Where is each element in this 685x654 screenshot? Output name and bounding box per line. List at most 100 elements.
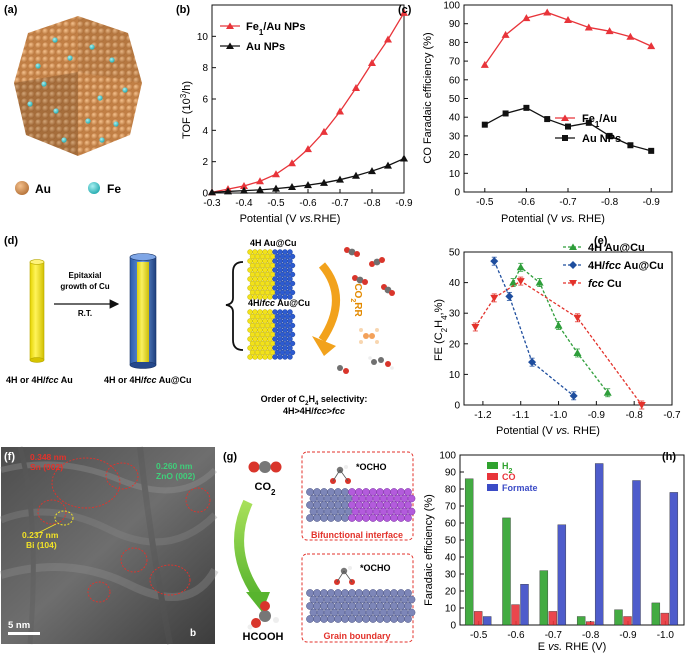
tem-image — [1, 447, 215, 644]
chart-c-ytick-label: 20 — [449, 150, 461, 161]
chart-h-bar — [660, 612, 670, 626]
lattice-atom — [277, 318, 283, 324]
lattice-atom — [289, 313, 296, 320]
panel-c: (c) -0.5 -0.6 -0.7 -0.8 -0.9 0 10 20 30 40 50 60 70 8… — [398, 1, 673, 225]
chart-h-ytick-label: 40 — [445, 553, 457, 564]
slab-atom — [369, 602, 377, 610]
lattice-atom — [247, 267, 253, 273]
slab-atom — [369, 589, 377, 597]
panel-b: (b) -0.3 -0.4 -0.5 -0.6 -0.7 -0.8 -0.90246810 … — [176, 4, 413, 225]
chart-b-point — [304, 181, 312, 189]
chart-h-bar — [511, 604, 520, 626]
sn-regions — [37, 457, 211, 603]
lattice-atom — [249, 349, 256, 356]
lattice-atom — [284, 271, 291, 278]
lattice-atom — [252, 345, 258, 351]
chart-e-point — [509, 278, 518, 286]
lattice-atom — [267, 345, 273, 351]
lattice-atom — [247, 249, 253, 255]
lattice-atom — [274, 331, 281, 338]
slab-atom — [376, 488, 384, 496]
lattice-atom — [282, 345, 288, 351]
slab-atom — [334, 501, 342, 509]
lattice-atom — [259, 313, 266, 320]
slab-atom — [344, 595, 353, 604]
lattice-atom — [259, 322, 266, 329]
lattice-atom — [277, 354, 283, 360]
lattice-atom — [252, 309, 258, 315]
fe-legend-label: Fe — [107, 182, 121, 196]
slab-atom — [327, 514, 335, 522]
lattice-atom — [287, 327, 293, 333]
lattice-atom — [267, 318, 273, 324]
slab-atom — [386, 608, 395, 617]
slab-atom — [320, 589, 328, 597]
lattice-atom — [269, 331, 276, 338]
chart-c-ytick-label: 10 — [449, 169, 461, 180]
ann-sn-2: Sn (002) — [30, 462, 63, 472]
lattice-atom — [249, 280, 256, 287]
slab-atom — [351, 595, 360, 604]
chart-e-ylabel: FE (C2H4,%) — [433, 299, 449, 361]
lattice-atom — [267, 267, 273, 273]
lattice-atom — [279, 262, 286, 269]
bifunctional-slab — [306, 488, 416, 522]
panel-e-letter: (e) — [594, 235, 608, 247]
ann-bi-2: Bi (104) — [26, 540, 57, 550]
rod-au-cu — [129, 253, 157, 369]
chart-b-point — [320, 127, 328, 135]
chart-h-bar — [651, 602, 661, 626]
lattice-atom — [247, 309, 253, 315]
chart-b-point — [368, 167, 376, 175]
lattice-atom — [257, 249, 263, 255]
lattice-atom — [257, 309, 263, 315]
slab-atom — [351, 608, 360, 617]
slab-atom — [379, 507, 388, 516]
chart-c-xtick-label: -0.7 — [559, 197, 577, 208]
slab-atom — [327, 501, 335, 509]
lattice-atom — [274, 340, 281, 347]
slab-atom — [407, 608, 416, 617]
lattice-atom — [272, 345, 278, 351]
lattice-atom — [277, 276, 283, 282]
ocho-label-2: *OCHO — [360, 563, 391, 573]
slab-atom — [404, 514, 412, 522]
slab-atom — [344, 494, 353, 503]
lattice-atom — [254, 313, 261, 320]
slab-atom — [320, 615, 328, 623]
lattice-atom — [269, 349, 276, 356]
lattice-atom — [284, 289, 291, 296]
slab-atom — [358, 494, 367, 503]
slab-atom — [355, 488, 363, 496]
chart-b-point — [368, 58, 376, 66]
slab-atom — [404, 602, 412, 610]
chart-h-legend-co: CO — [502, 472, 516, 482]
chart-b-xtick-label: -0.6 — [299, 198, 317, 209]
chart-b-legend-fe1au: Fe1/Au NPs — [246, 21, 305, 37]
lattice-atom — [289, 271, 296, 278]
lattice-4h-fcc-au-cu — [247, 309, 296, 360]
lattice-atom — [262, 309, 268, 315]
lattice-atom — [277, 267, 283, 273]
corner-label: b — [190, 628, 196, 639]
chart-b-frame — [211, 4, 405, 194]
slab-atom — [334, 615, 342, 623]
panel-e: (e) -1.2 -1.1 -1.0 -0.9 -0.8 -0.701020304050 … — [433, 235, 681, 437]
slab-atom — [330, 595, 339, 604]
chart-b-point — [400, 8, 408, 16]
lattice-atom — [247, 318, 253, 324]
lattice-atom — [257, 327, 263, 333]
chart-c-ytick-label: 30 — [449, 131, 461, 142]
slab-atom — [337, 595, 346, 604]
chart-e-legend-fcc: fcc Cu — [588, 278, 622, 290]
chart-h-ylabel: Faradaic efficiency (%) — [423, 494, 435, 606]
slab-atom — [397, 615, 405, 623]
chart-b-point — [256, 177, 264, 185]
chart-faradaic-bar: 0 10 20 30 40 50 60 70 80 90 100 -0.5 -0.6 -0.7 -0.8 -0… — [439, 451, 685, 641]
chart-b-ytick-label: 6 — [202, 95, 208, 106]
lattice-atom — [262, 345, 268, 351]
slab-atom — [313, 514, 321, 522]
chart-b-xlabel: Potential (V vs.RHE) — [240, 213, 341, 225]
fe-atoms — [27, 37, 128, 143]
lattice-atom — [274, 280, 281, 287]
